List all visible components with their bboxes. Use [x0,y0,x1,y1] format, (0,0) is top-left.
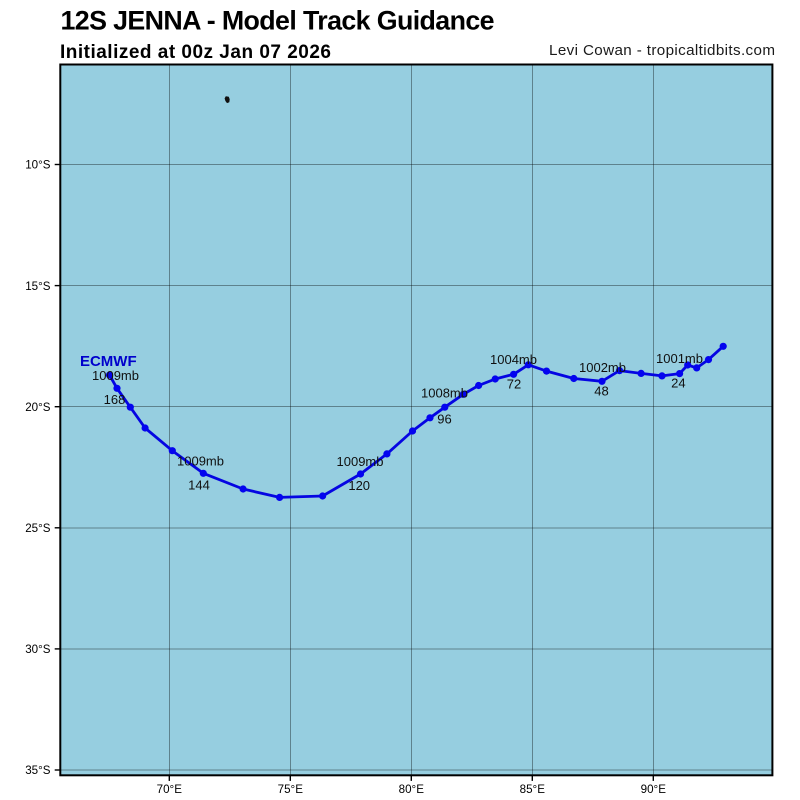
svg-text:1009mb: 1009mb [177,454,224,469]
svg-text:72: 72 [507,377,521,392]
svg-text:1008mb: 1008mb [421,386,468,401]
svg-text:10°S: 10°S [25,159,51,172]
svg-text:20°S: 20°S [25,401,51,414]
svg-text:35°S: 35°S [25,764,51,777]
svg-text:15°S: 15°S [25,280,51,293]
svg-text:Levi Cowan - tropicaltidbits.c: Levi Cowan - tropicaltidbits.com [549,42,775,59]
svg-text:1001mb: 1001mb [656,351,703,366]
svg-text:1002mb: 1002mb [579,360,626,375]
svg-text:120: 120 [348,478,370,493]
svg-text:80°E: 80°E [399,783,425,796]
svg-text:30°S: 30°S [25,643,51,656]
svg-text:1009mb: 1009mb [337,454,384,469]
svg-text:48: 48 [594,384,608,399]
svg-text:168: 168 [104,392,126,407]
svg-text:1009mb: 1009mb [92,368,139,383]
svg-text:90°E: 90°E [641,783,667,796]
svg-text:ECMWF: ECMWF [80,353,137,370]
svg-text:144: 144 [188,478,210,493]
svg-text:96: 96 [437,412,451,427]
svg-text:25°S: 25°S [25,522,51,535]
svg-text:70°E: 70°E [157,783,183,796]
svg-text:24: 24 [671,376,685,391]
svg-text:1004mb: 1004mb [490,352,537,367]
svg-text:Initialized at 00z Jan 07 2026: Initialized at 00z Jan 07 2026 [60,42,331,63]
svg-text:75°E: 75°E [278,783,304,796]
svg-text:85°E: 85°E [520,783,546,796]
svg-text:12S JENNA - Model Track Guidan: 12S JENNA - Model Track Guidance [61,5,495,35]
